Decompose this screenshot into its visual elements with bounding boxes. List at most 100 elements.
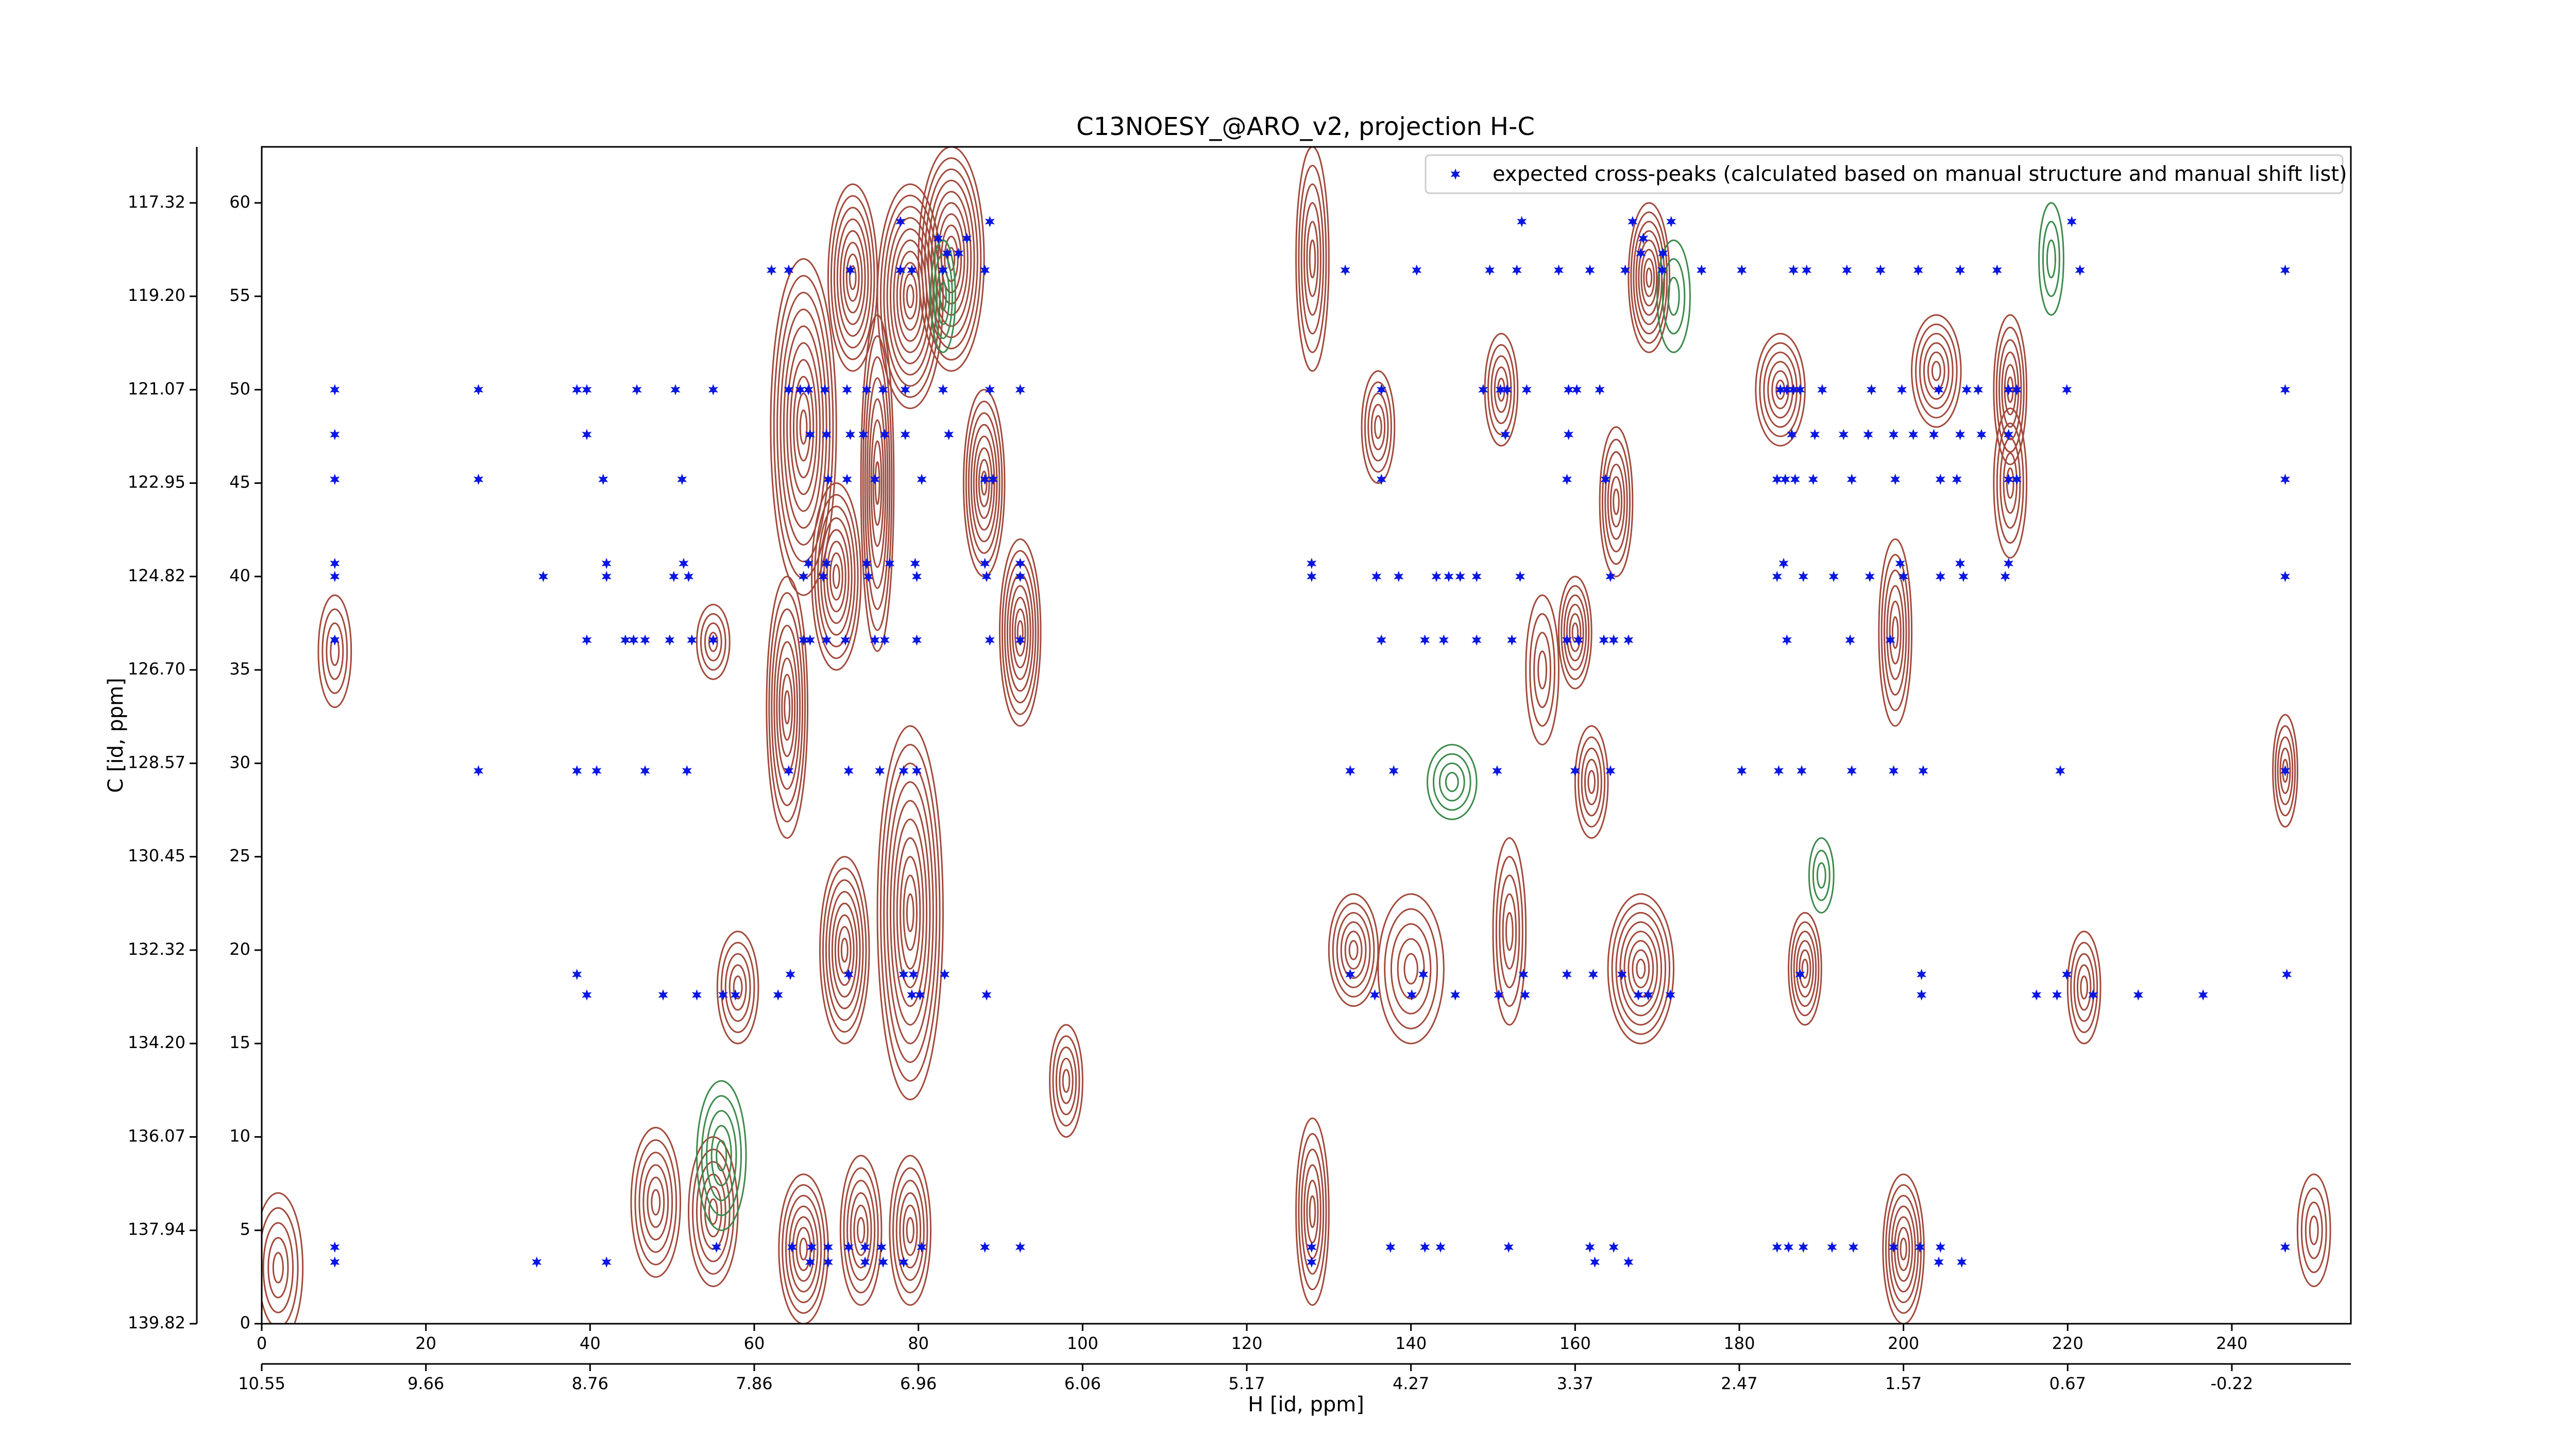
cross-peak-marker	[938, 264, 948, 276]
cross-peak-marker	[843, 969, 854, 981]
contour-level	[837, 926, 852, 974]
contour-level	[1492, 837, 1527, 1026]
cross-peak-marker	[1782, 634, 1792, 646]
cross-peak-marker	[1015, 1241, 1025, 1253]
cross-peak-marker	[1955, 558, 1965, 569]
contour-level	[766, 576, 809, 839]
cross-peak-marker	[572, 969, 582, 981]
contour-level	[1525, 594, 1560, 746]
contour-level	[1799, 949, 1811, 988]
contour-level	[2296, 1173, 2331, 1287]
contour-level	[1014, 608, 1026, 657]
cross-peak-marker	[2280, 1241, 2291, 1253]
cross-peak-marker	[1697, 264, 1707, 276]
contour-level	[781, 673, 793, 741]
cross-peak-marker	[330, 558, 340, 569]
contour-level	[1607, 463, 1625, 540]
x2-tick-label: 3.37	[1557, 1374, 1594, 1393]
contour-level	[799, 1237, 808, 1261]
cross-peak-marker	[900, 384, 910, 396]
contour-level	[921, 157, 982, 361]
x2-tick-label: 4.27	[1393, 1374, 1429, 1393]
contour-level	[1635, 230, 1663, 325]
contour-level	[1006, 573, 1034, 692]
contour-level	[2076, 964, 2092, 1011]
cross-peak-marker	[933, 232, 943, 244]
contour-level	[1599, 426, 1634, 578]
contour-level	[1889, 600, 1902, 665]
cross-peak-marker	[1435, 1241, 1446, 1253]
cross-peak-marker	[1307, 1241, 1317, 1253]
x2-tick-label: 10.55	[238, 1374, 285, 1393]
cross-peak-marker	[679, 558, 689, 569]
cross-peak-marker	[330, 1241, 340, 1253]
cross-peak-marker	[823, 1256, 833, 1268]
contour-level	[2046, 239, 2056, 279]
cross-peak-marker	[1955, 429, 1965, 441]
contour-level	[902, 1204, 918, 1256]
cross-peak-marker	[1562, 969, 1572, 981]
cross-peak-marker	[2004, 384, 2014, 396]
cross-peak-marker	[1795, 969, 1805, 981]
contour-level	[839, 1155, 883, 1306]
contour-level	[2042, 221, 2060, 297]
contour-level	[262, 1222, 294, 1313]
contour-level	[970, 424, 998, 543]
contour-level	[874, 461, 880, 505]
chart-title: C13NOESY_@ARO_v2, projection H-C	[1076, 112, 1535, 141]
cross-peak-marker	[1370, 989, 1380, 1001]
cross-peak-marker	[944, 429, 954, 441]
cross-peak-marker	[598, 474, 608, 485]
contour-level	[1427, 744, 1478, 820]
contour-level	[1403, 953, 1418, 985]
x-tick-label: 60	[744, 1334, 765, 1353]
contour-level	[1295, 147, 1330, 372]
contour-level	[825, 879, 864, 1021]
contour-level	[1801, 958, 1809, 979]
cross-peak-marker	[1492, 765, 1502, 777]
contour-level	[262, 1192, 304, 1324]
contour-level	[924, 168, 978, 350]
cross-peak-marker	[2055, 765, 2065, 777]
contour-level	[2006, 467, 2014, 499]
contour-level	[930, 191, 972, 327]
contour-level	[1796, 940, 1814, 998]
x-tick-label: 20	[415, 1334, 436, 1353]
cross-peak-marker	[2066, 216, 2077, 227]
cross-peak-marker	[2133, 989, 2143, 1001]
cross-peak-marker	[911, 634, 922, 646]
contour-level	[720, 941, 755, 1033]
y2-tick-label: 132.32	[128, 939, 185, 959]
contour-level	[1505, 912, 1514, 951]
contour-level	[1361, 370, 1396, 484]
cross-peak-marker	[1412, 264, 1422, 276]
cross-peak-marker	[591, 765, 602, 777]
cross-peak-marker	[910, 558, 920, 569]
cross-peak-marker	[861, 558, 872, 569]
contour-level	[2003, 452, 2018, 514]
contour-level	[1587, 770, 1596, 794]
contour-level	[906, 893, 914, 933]
cross-peak-marker	[1420, 1241, 1430, 1253]
contour-level	[1397, 938, 1425, 1000]
cross-peak-marker	[1570, 765, 1580, 777]
contour-level	[773, 275, 834, 579]
x2-tick-label: 1.57	[1885, 1374, 1922, 1393]
contour-level	[1348, 940, 1359, 960]
cross-peak-marker	[1772, 570, 1782, 582]
cross-peak-marker	[2280, 765, 2291, 777]
cross-peak-marker	[940, 969, 950, 981]
cross-peak-marker	[988, 474, 998, 485]
contour-level	[930, 239, 956, 353]
contour-level	[317, 594, 352, 708]
y-tick-label: 20	[229, 939, 250, 959]
cross-peak-marker	[330, 429, 340, 441]
cross-peak-marker	[330, 474, 340, 485]
contour-level	[1336, 912, 1371, 988]
cross-peak-marker	[1521, 384, 1532, 396]
cross-peak-marker	[879, 634, 890, 646]
contour-level	[1662, 258, 1686, 335]
contour-level	[879, 744, 941, 1082]
contour-level	[1643, 258, 1655, 297]
